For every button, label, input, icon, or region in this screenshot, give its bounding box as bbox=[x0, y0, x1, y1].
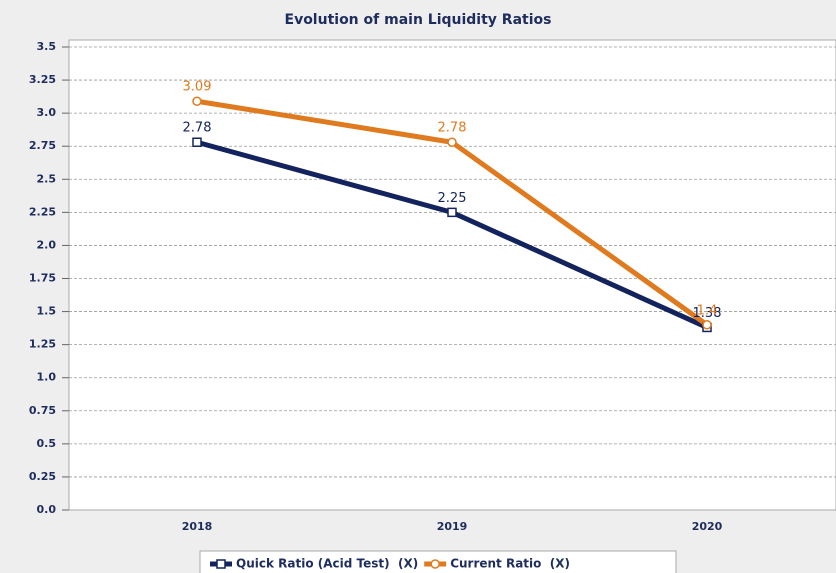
y-tick-label: 0.5 bbox=[37, 437, 57, 450]
chart-title: Evolution of main Liquidity Ratios bbox=[285, 12, 552, 28]
x-tick-label: 2019 bbox=[437, 520, 468, 533]
data-label: 1.4 bbox=[697, 303, 718, 318]
y-tick-label: 2.75 bbox=[29, 139, 56, 152]
marker bbox=[430, 559, 440, 569]
legend-label: Current Ratio (X) bbox=[450, 557, 570, 571]
y-tick-label: 3.0 bbox=[37, 106, 57, 119]
plot-area bbox=[68, 39, 836, 511]
legend-label: Quick Ratio (Acid Test) (X) bbox=[236, 557, 418, 571]
y-tick-label: 1.25 bbox=[29, 338, 56, 351]
y-tick-label: 3.5 bbox=[37, 40, 57, 53]
y-tick-label: 2.5 bbox=[37, 172, 57, 185]
data-label: 2.78 bbox=[183, 121, 212, 136]
y-tick-label: 1.5 bbox=[37, 305, 57, 318]
marker bbox=[447, 137, 457, 147]
y-tick-label: 0.75 bbox=[29, 404, 56, 417]
y-tick-label: 1.0 bbox=[37, 371, 57, 384]
y-tick-label: 3.25 bbox=[29, 73, 56, 86]
marker bbox=[447, 207, 457, 218]
y-tick-label: 1.75 bbox=[29, 272, 56, 285]
x-tick-label: 2020 bbox=[692, 520, 723, 533]
data-label: 2.78 bbox=[438, 121, 467, 136]
y-tick-label: 0.25 bbox=[29, 470, 56, 483]
legend: Quick Ratio (Acid Test) (X) Current Ratio… bbox=[199, 550, 677, 573]
y-tick-label: 2.0 bbox=[37, 238, 57, 251]
marker bbox=[192, 137, 202, 147]
x-tick-label: 2018 bbox=[182, 520, 213, 533]
marker bbox=[216, 559, 226, 569]
y-tick-label: 2.25 bbox=[29, 205, 56, 218]
marker bbox=[192, 96, 202, 106]
y-tick-label: 0.0 bbox=[37, 503, 57, 516]
data-label: 2.25 bbox=[438, 191, 467, 206]
data-label: 1.38 bbox=[693, 306, 722, 321]
data-label: 3.09 bbox=[183, 80, 212, 95]
marker bbox=[702, 320, 712, 330]
